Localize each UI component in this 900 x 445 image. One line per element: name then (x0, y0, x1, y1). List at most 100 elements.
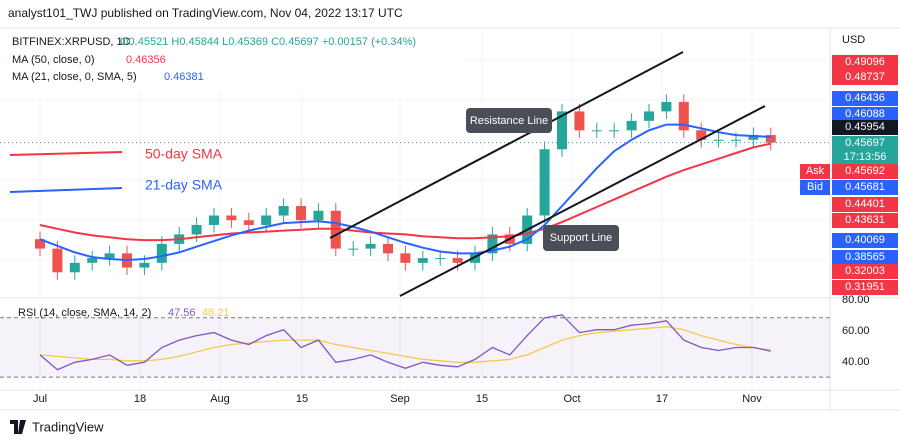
candle-body (313, 210, 324, 221)
brand: TradingView (32, 419, 104, 434)
candle-body (678, 101, 689, 131)
candle-body (731, 139, 741, 141)
bid-label: Bid (807, 181, 823, 193)
legend-ma50-value: 0.46356 (126, 54, 166, 66)
resistance-label: Resistance Line (470, 115, 548, 127)
candle-body (226, 215, 237, 221)
support-label: Support Line (550, 232, 612, 244)
time-label: Nov (742, 393, 762, 405)
price-label: 0.46436 (845, 92, 885, 104)
price-label: 0.45954 (845, 121, 885, 133)
time-label: 15 (296, 393, 308, 405)
price-label: 0.44401 (845, 198, 885, 210)
candle-body (209, 215, 219, 225)
price-label: 0.38565 (845, 251, 885, 263)
candle-body (487, 234, 498, 254)
candle-body (470, 253, 480, 263)
time-label: Sep (390, 393, 410, 405)
time-label: 17 (656, 393, 668, 405)
price-label-bg (832, 120, 898, 135)
candle-body (35, 239, 45, 249)
resistance-callout (466, 108, 552, 133)
legend-symbol[interactable]: BITFINEX:XRPUSD, 1D (12, 36, 131, 48)
sma50-pointer (9, 151, 123, 156)
price-label-bg (832, 107, 898, 122)
candle-body (539, 149, 550, 216)
support-trendline (399, 105, 766, 297)
rsi-band-fill (0, 317, 830, 378)
rsi-axis-label: 40.00 (842, 356, 870, 368)
countdown: 17:13:56 (844, 151, 887, 163)
candle-body (696, 130, 707, 140)
resistance-trendline (329, 51, 684, 239)
rsi-ma-line (39, 326, 771, 363)
candle-body (452, 258, 463, 263)
candle-body (435, 258, 446, 260)
price-label-bg (832, 136, 898, 166)
candle-body (557, 111, 567, 150)
sma21-pointer (9, 187, 123, 193)
candle-body (87, 258, 98, 263)
candle-body (69, 262, 80, 273)
price-label-bg (832, 233, 898, 248)
rsi-line (39, 314, 771, 371)
ask-label: Ask (806, 165, 825, 177)
candle-body (609, 130, 620, 132)
moving-average (39, 123, 771, 262)
candle-body (365, 243, 376, 249)
price-label: 0.40069 (845, 234, 885, 246)
plot (0, 94, 830, 378)
legend-ma50[interactable]: MA (50, close, 0) (12, 54, 95, 66)
candle-body (661, 101, 672, 112)
price-label-bg (832, 55, 898, 70)
candle-body (261, 215, 272, 225)
candle-body (417, 258, 428, 263)
legend-ohlc: O0.45521 H0.45844 L0.45369 C0.45697 +0.0… (120, 36, 416, 48)
moving-average (39, 142, 772, 242)
candle-body (748, 135, 759, 140)
candle-body (626, 120, 637, 131)
rsi-ma-value: 48.21 (202, 307, 230, 319)
time-label: 18 (134, 393, 146, 405)
legend-ma21[interactable]: MA (21, close, 0, SMA, 5) (12, 71, 137, 83)
rsi-axis-label: 60.00 (842, 325, 870, 337)
price-label-bg (832, 213, 898, 228)
candle-body (278, 206, 289, 216)
price-label: 0.32003 (845, 265, 885, 277)
candle-body (591, 130, 602, 132)
rsi-value: 47.56 (168, 307, 196, 319)
time-label: Oct (563, 393, 580, 405)
candle-body (713, 139, 724, 141)
brand-logo (10, 420, 26, 434)
candle-body (644, 111, 654, 121)
price-label-bg (832, 70, 898, 85)
candle-body (296, 206, 306, 221)
time-label: Jul (33, 393, 47, 405)
time-label: Aug (210, 393, 230, 405)
price-label-bg (832, 91, 898, 106)
candle-body (191, 224, 202, 235)
price-label-bg (832, 280, 898, 295)
legend-bg (4, 33, 464, 93)
candle-body (400, 253, 411, 263)
candle-body (156, 243, 167, 263)
ask-tag (800, 164, 830, 179)
price-label-bg (832, 250, 898, 265)
candle-body (139, 262, 150, 268)
price-label: 0.45692 (845, 165, 885, 177)
sma50-annotation: 50-day SMA (145, 146, 223, 162)
publisher: analyst101_TWJ published on TradingView.… (8, 6, 403, 20)
price-label-bg (832, 197, 898, 212)
candle-body (574, 111, 585, 131)
price-label-bg (832, 264, 898, 279)
rsi-legend[interactable]: RSI (14, close, SMA, 14, 2) (18, 307, 151, 319)
rsi-axis-label: 80.00 (842, 294, 870, 306)
currency: USD (842, 34, 865, 46)
candle-body (383, 243, 393, 254)
price-label-bg (832, 164, 898, 179)
time-label: 15 (476, 393, 488, 405)
bid-tag (800, 180, 830, 195)
candle-body (52, 248, 63, 273)
